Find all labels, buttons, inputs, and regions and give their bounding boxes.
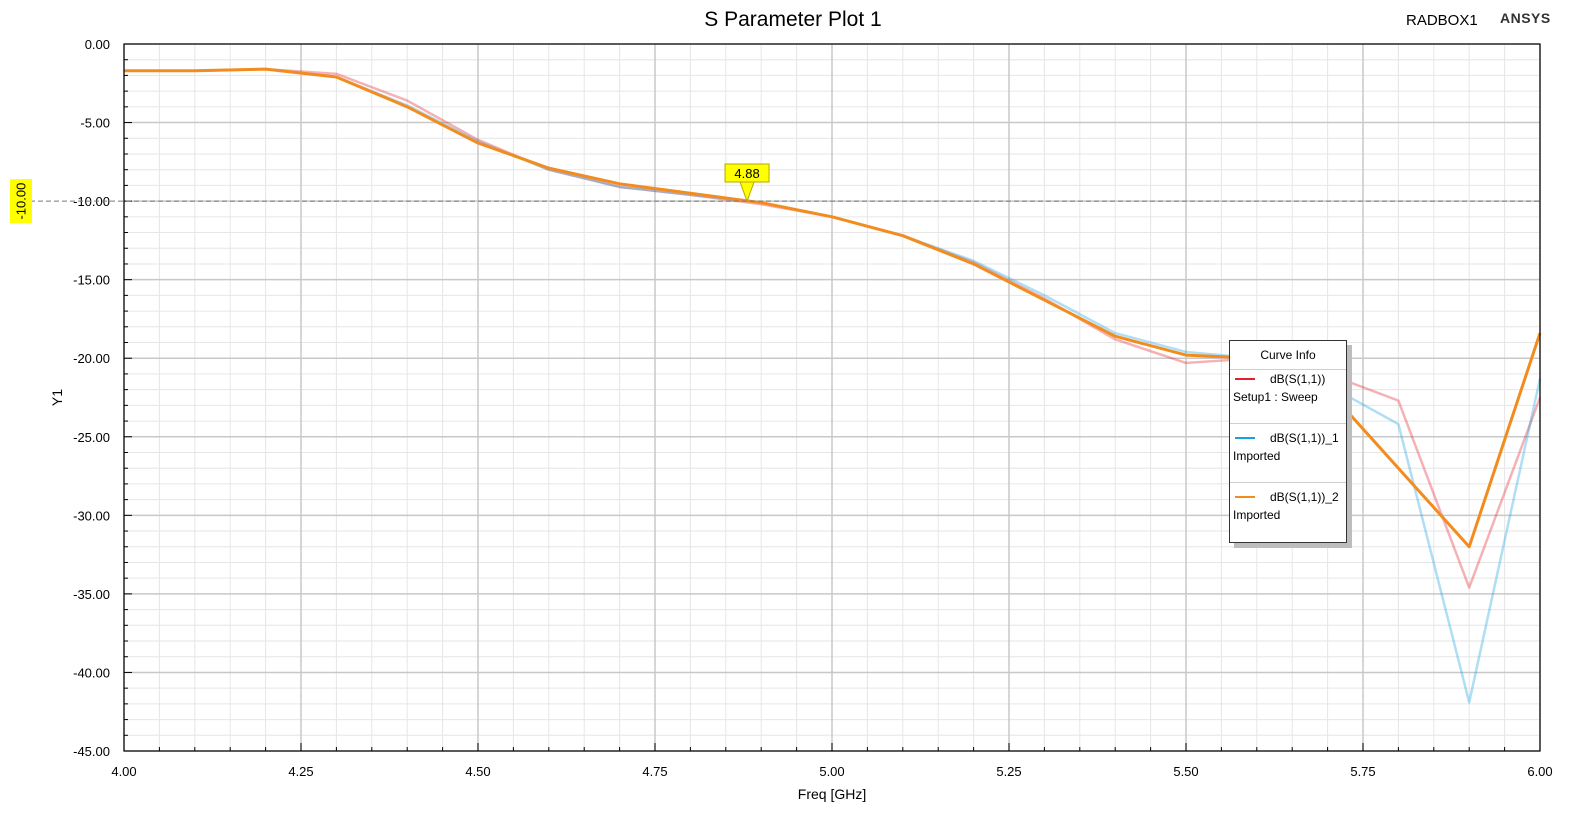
legend-title: Curve Info [1260, 348, 1316, 362]
marker-layer: 4.88 -10.00 [10, 163, 1540, 224]
x-tick-label: 5.25 [996, 764, 1021, 779]
legend-source-s11-1: Imported [1233, 449, 1281, 463]
legend-divider [1230, 423, 1346, 424]
legend-name-s11-1: dB(S(1,1))_1 [1270, 431, 1339, 445]
legend-divider [1230, 369, 1346, 370]
y-tick-label: -15.00 [73, 273, 110, 288]
legend-name-s11-2: dB(S(1,1))_2 [1270, 490, 1339, 504]
x-tick-label: 4.50 [465, 764, 490, 779]
y-tick-label: -20.00 [73, 351, 110, 366]
y-tick-label: -30.00 [73, 508, 110, 523]
x-tick-label: 5.00 [819, 764, 844, 779]
chart-title: S Parameter Plot 1 [704, 8, 882, 31]
legend-source-s11: Setup1 : Sweep [1233, 390, 1318, 404]
legend-swatch-s11 [1235, 378, 1255, 380]
x-tick-label: 4.00 [111, 764, 136, 779]
x-tick-label: 5.50 [1173, 764, 1198, 779]
y-tick-label: -40.00 [73, 665, 110, 680]
axes-layer: 4.00 4.25 4.50 4.75 5.00 5.25 5.50 5.75 6.00 0.00… [49, 37, 1553, 802]
plot-frame [123, 43, 1541, 752]
y-tick-label: -25.00 [73, 430, 110, 445]
legend-divider [1230, 482, 1346, 483]
legend-swatch-s11-1 [1235, 437, 1255, 439]
x-tick-label: 4.25 [288, 764, 313, 779]
x-axis-title: Freq [GHz] [798, 786, 866, 802]
y-tick-label: -45.00 [73, 744, 110, 759]
legend-source-s11-2: Imported [1233, 508, 1281, 522]
y-tick-label: -10.00 [73, 194, 110, 209]
x-tick-label: 6.00 [1527, 764, 1552, 779]
legend-name-s11: dB(S(1,1)) [1270, 372, 1326, 386]
y-tick-label: -5.00 [80, 116, 110, 131]
legend-swatch-s11-2 [1235, 496, 1255, 498]
brand-logo: ANSYS [1500, 10, 1551, 26]
x-tick-label: 5.75 [1350, 764, 1375, 779]
y-axis-title: Y1 [49, 389, 65, 406]
x-tick-label: 4.75 [642, 764, 667, 779]
y-tick-label: 0.00 [85, 37, 110, 52]
y-marker-badge [10, 179, 32, 224]
y-marker-label: -10.00 [14, 183, 29, 220]
y-tick-label: -35.00 [73, 587, 110, 602]
marker-pointer [739, 181, 755, 203]
marker-callout-label: 4.88 [734, 166, 759, 181]
design-name-label: RADBOX1 [1406, 12, 1478, 29]
curve-info-legend[interactable]: Curve Info dB(S(1,1)) Setup1 : Sweep dB(… [1229, 340, 1347, 543]
